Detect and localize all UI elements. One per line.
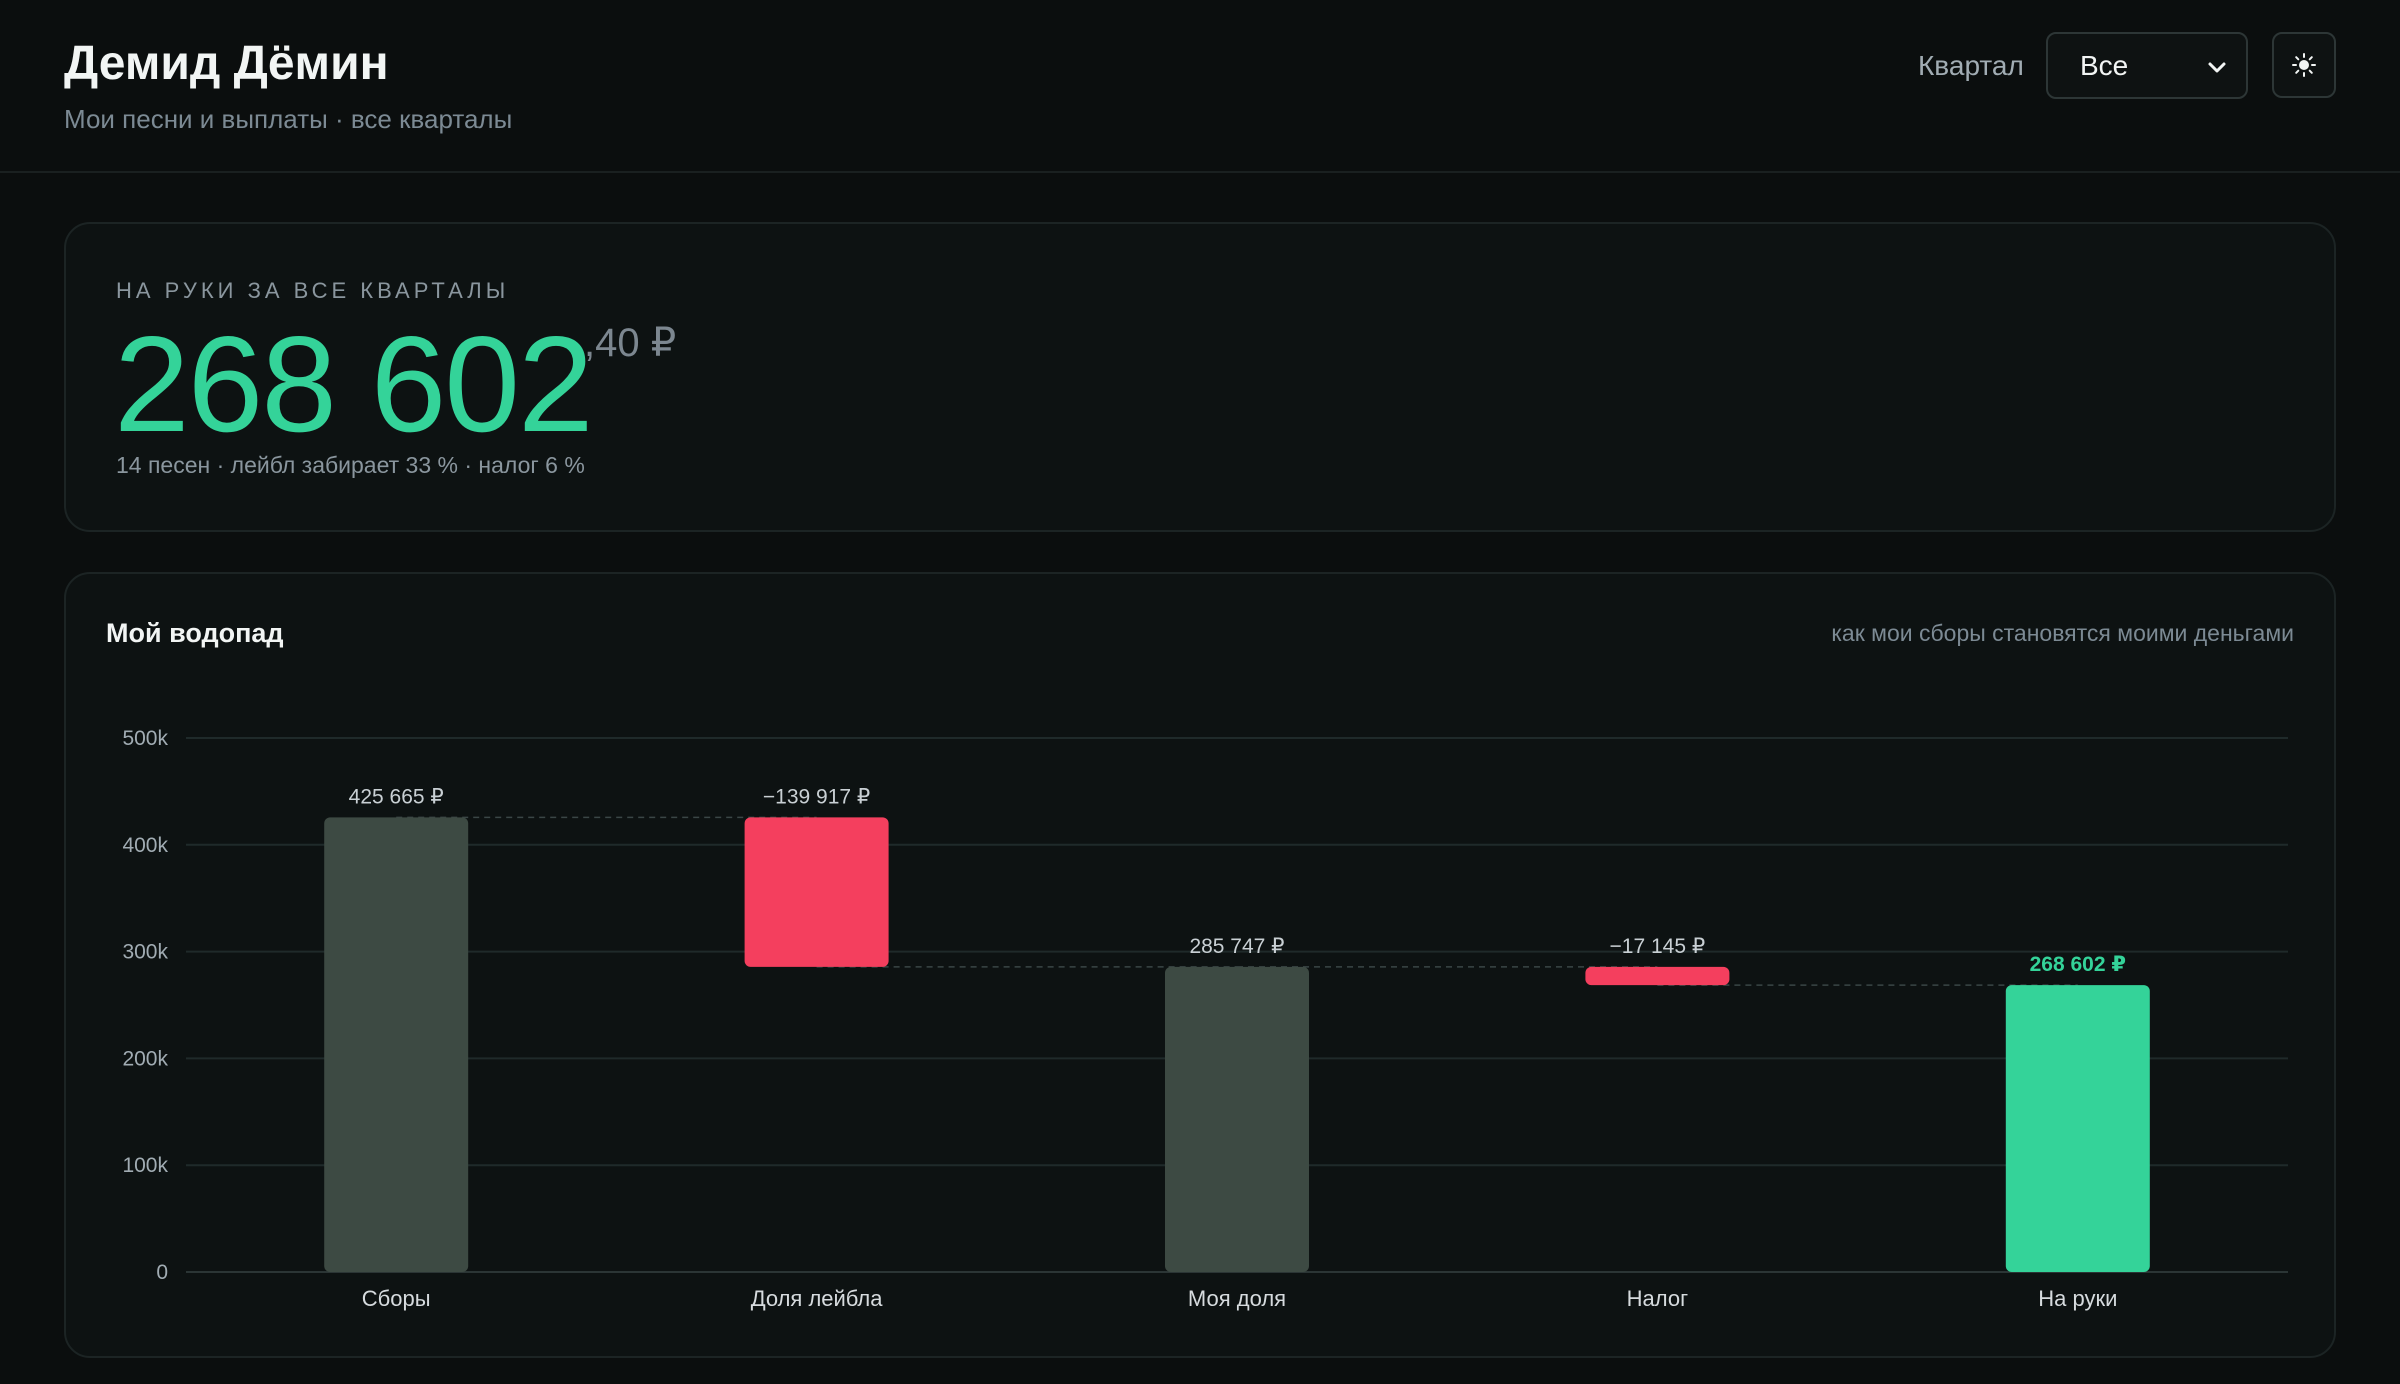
category-label: На руки — [2038, 1286, 2117, 1311]
category-label: Доля лейбла — [751, 1286, 884, 1311]
page-title: Демид Дёмин — [64, 37, 389, 90]
page-header: Демид Дёмин Мои песни и выплаты · все кв… — [0, 0, 2400, 173]
page-subtitle: Мои песни и выплаты · все кварталы — [64, 104, 513, 134]
bar-3 — [1165, 966, 1309, 1272]
quarter-select-value: Все — [2080, 49, 2129, 81]
kpi-fraction: ,40 ₽ — [584, 321, 677, 365]
chart-caption: как мои сборы становятся моими деньгами — [1831, 620, 2294, 646]
chevron-down-icon — [2208, 62, 2226, 73]
quarter-select[interactable]: Все — [2046, 32, 2248, 99]
value-label: 425 665 ₽ — [349, 785, 444, 808]
value-label: −17 145 ₽ — [1610, 935, 1706, 958]
bar-1 — [324, 817, 469, 1272]
category-label: Моя доля — [1188, 1286, 1286, 1311]
value-label: 268 602 ₽ — [2030, 953, 2126, 976]
kpi-card: НА РУКИ ЗА ВСЕ КВАРТАЛЫ 268 602 ,40 ₽ 14… — [64, 222, 2336, 532]
value-label: 285 747 ₽ — [1189, 935, 1284, 958]
y-tick-label: 0 — [156, 1261, 168, 1284]
quarter-filter-label: Квартал — [1918, 50, 2024, 81]
kpi-value: 268 602 — [114, 308, 594, 460]
y-tick-label: 300k — [122, 941, 168, 964]
y-tick-label: 400k — [122, 834, 168, 857]
category-label: Налог — [1627, 1286, 1688, 1311]
sun-icon — [2292, 53, 2316, 77]
kpi-label: НА РУКИ ЗА ВСЕ КВАРТАЛЫ — [116, 278, 510, 303]
theme-toggle-button[interactable] — [2272, 32, 2336, 98]
waterfall-chart: 0 100k 200k 300k 400k 500k 425 665 ₽ Сборы −139 … — [122, 727, 2288, 1311]
y-tick-label: 100k — [122, 1154, 168, 1177]
y-tick-label: 500k — [122, 727, 168, 750]
y-tick-label: 200k — [122, 1047, 168, 1070]
bar-4 — [1585, 966, 1730, 986]
kpi-note: 14 песен · лейбл забирает 33 % · налог 6… — [116, 452, 585, 478]
value-label: −139 917 ₽ — [763, 785, 870, 808]
waterfall-card: Мой водопад как мои сборы становятся мои… — [64, 572, 2336, 1358]
chart-title: Мой водопад — [106, 618, 284, 648]
category-label: Сборы — [362, 1286, 431, 1311]
bar-2 — [744, 817, 889, 967]
bar-5 — [2005, 985, 2150, 1272]
